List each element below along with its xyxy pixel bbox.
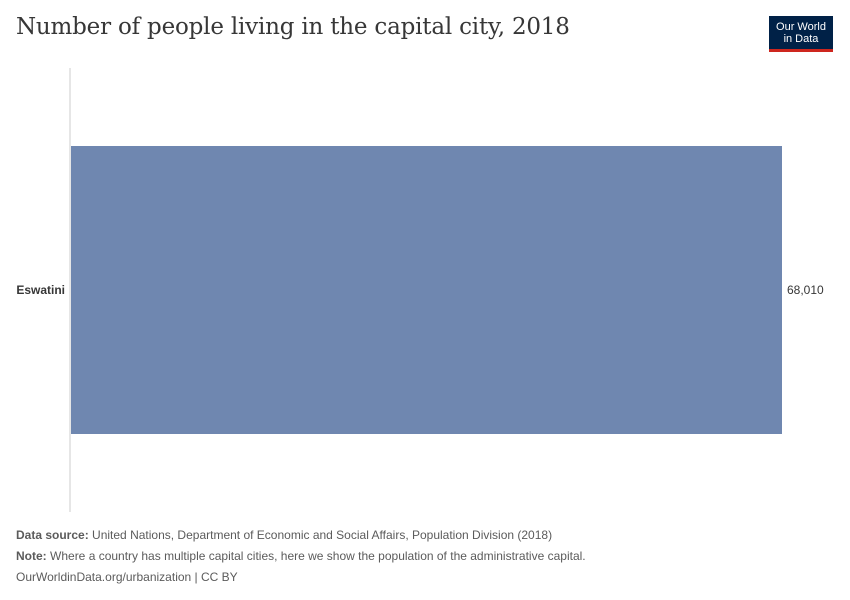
value-label: 68,010 <box>787 283 824 297</box>
note-text: Where a country has multiple capital cit… <box>50 549 586 563</box>
owid-logo[interactable]: Our World in Data <box>769 16 833 52</box>
category-label: Eswatini <box>16 283 65 297</box>
note-label: Note: <box>16 549 47 563</box>
chart-title: Number of people living in the capital c… <box>16 14 570 40</box>
bar-eswatini[interactable] <box>71 146 782 434</box>
data-source-label: Data source: <box>16 528 89 542</box>
data-source-text: United Nations, Department of Economic a… <box>92 528 553 542</box>
chart-note: Note: Where a country has multiple capit… <box>16 549 586 563</box>
source-link[interactable]: OurWorldinData.org/urbanization | CC BY <box>16 570 238 584</box>
bar-chart: Eswatini 68,010 <box>16 68 824 512</box>
data-source: Data source: United Nations, Department … <box>16 528 552 542</box>
logo-line-2: in Data <box>783 33 819 45</box>
logo-line-1: Our World <box>776 21 826 33</box>
